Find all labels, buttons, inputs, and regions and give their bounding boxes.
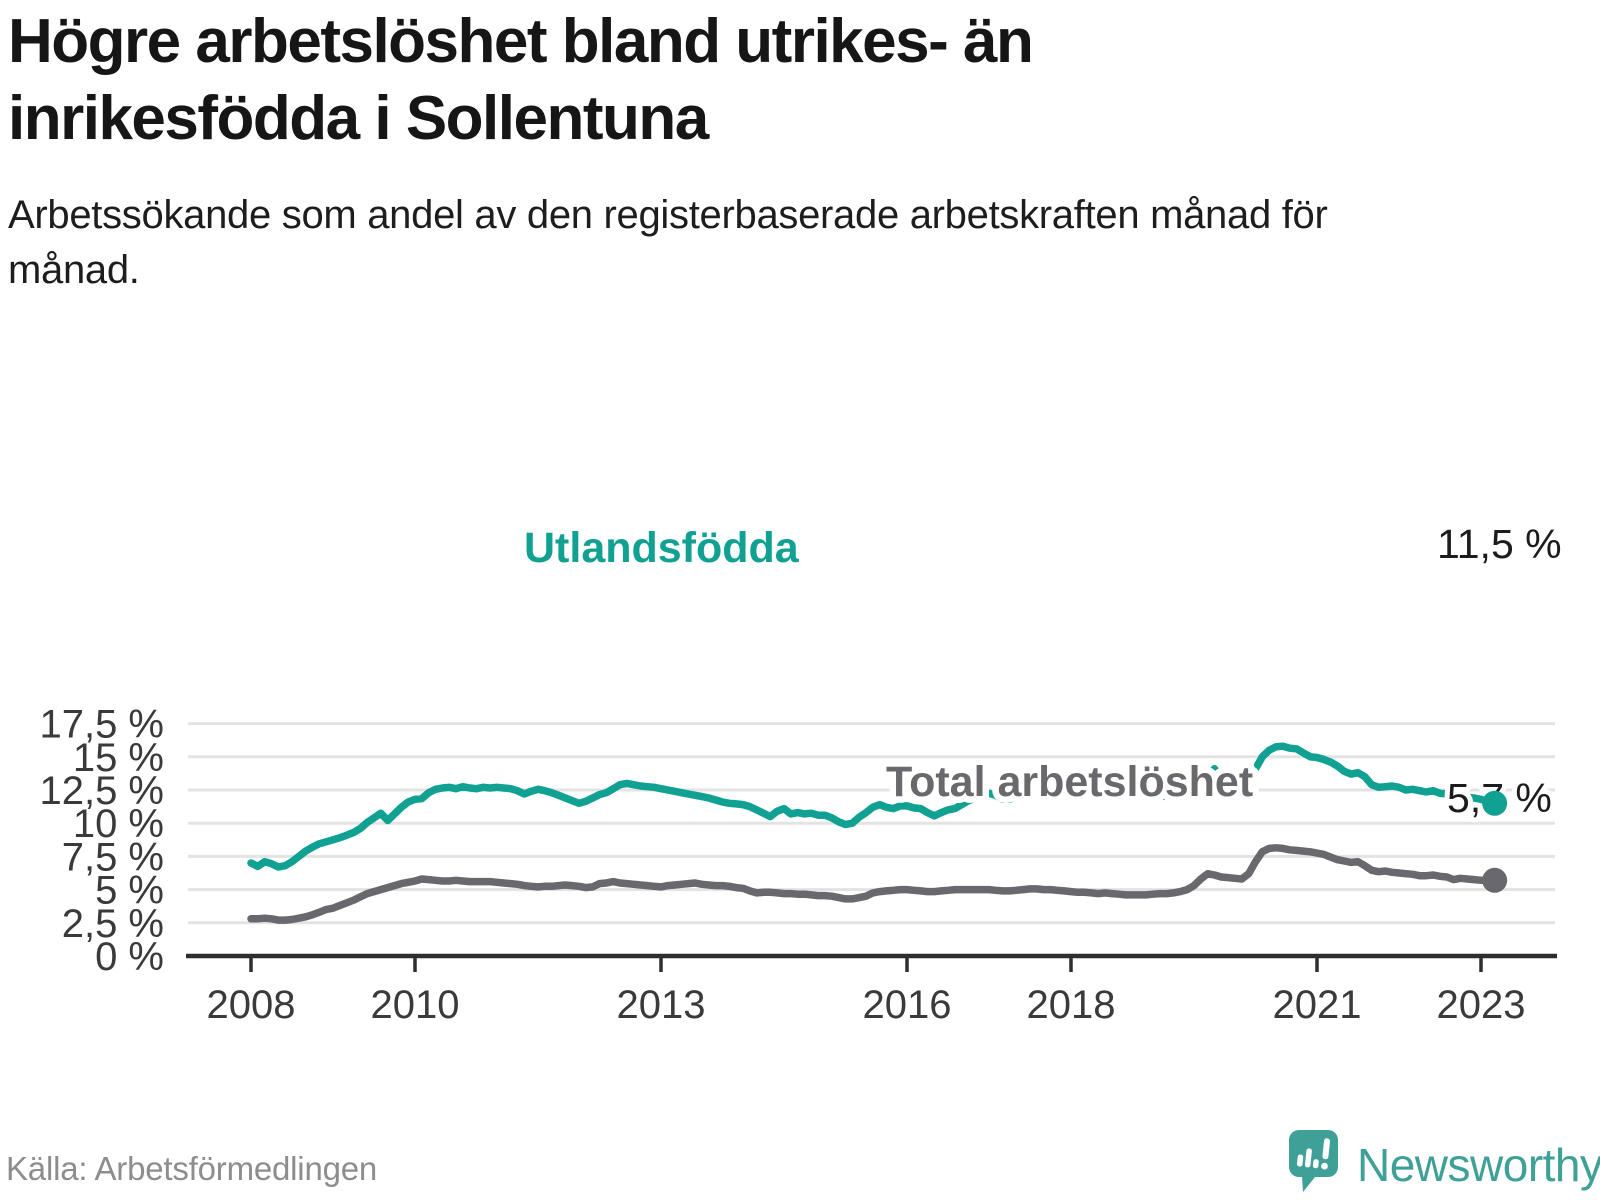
series-end-dot-total-arbetsloshet <box>1482 867 1508 893</box>
y-axis-tick-label: 2,5 % <box>62 902 164 946</box>
y-axis-tick-label: 0 % <box>95 935 164 979</box>
x-axis-tick-label: 2021 <box>1273 983 1362 1027</box>
page-title: Högre arbetslöshet bland utrikes- än inr… <box>8 7 1034 153</box>
y-axis-tick-label: 10 % <box>73 802 164 846</box>
y-axis-tick-label: 15 % <box>73 736 164 780</box>
x-axis-tick-label: 2018 <box>1027 983 1116 1027</box>
x-axis-tick-label: 2008 <box>207 983 296 1027</box>
series-line-utlandsfodda <box>247 742 1499 871</box>
x-axis-tick-label: 2010 <box>371 983 460 1027</box>
y-axis-tick-label: 5 % <box>95 869 164 913</box>
x-axis-tick-label: 2016 <box>863 983 952 1027</box>
y-axis-tick-label: 17,5 % <box>39 703 164 747</box>
series-label-utlandsfodda: Utlandsfödda <box>524 524 800 572</box>
series-line-total-arbetsloshet <box>247 844 1499 924</box>
newsworthy-speech-bubble-bar-chart-icon <box>1289 1130 1338 1192</box>
x-axis-tick-label: 2023 <box>1437 983 1526 1027</box>
chart-subtitle: Arbetssökande som andel av den registerb… <box>8 193 1328 293</box>
brand-wordmark: Newsworthy <box>1357 1139 1600 1191</box>
y-axis-tick-label: 7,5 % <box>62 835 164 879</box>
x-axis-tick-label: 2013 <box>617 983 706 1027</box>
source-note: Källa: Arbetsförmedlingen <box>6 1150 378 1187</box>
series-label-total-arbetsloshet: Total arbetslöshet <box>886 758 1253 806</box>
end-value-label-utlandsfodda: 11,5 % <box>1437 521 1562 567</box>
newsworthy-logo: Newsworthy <box>1289 1130 1600 1194</box>
series-end-dot-utlandsfodda <box>1482 790 1508 816</box>
y-axis-tick-label: 12,5 % <box>39 769 164 813</box>
